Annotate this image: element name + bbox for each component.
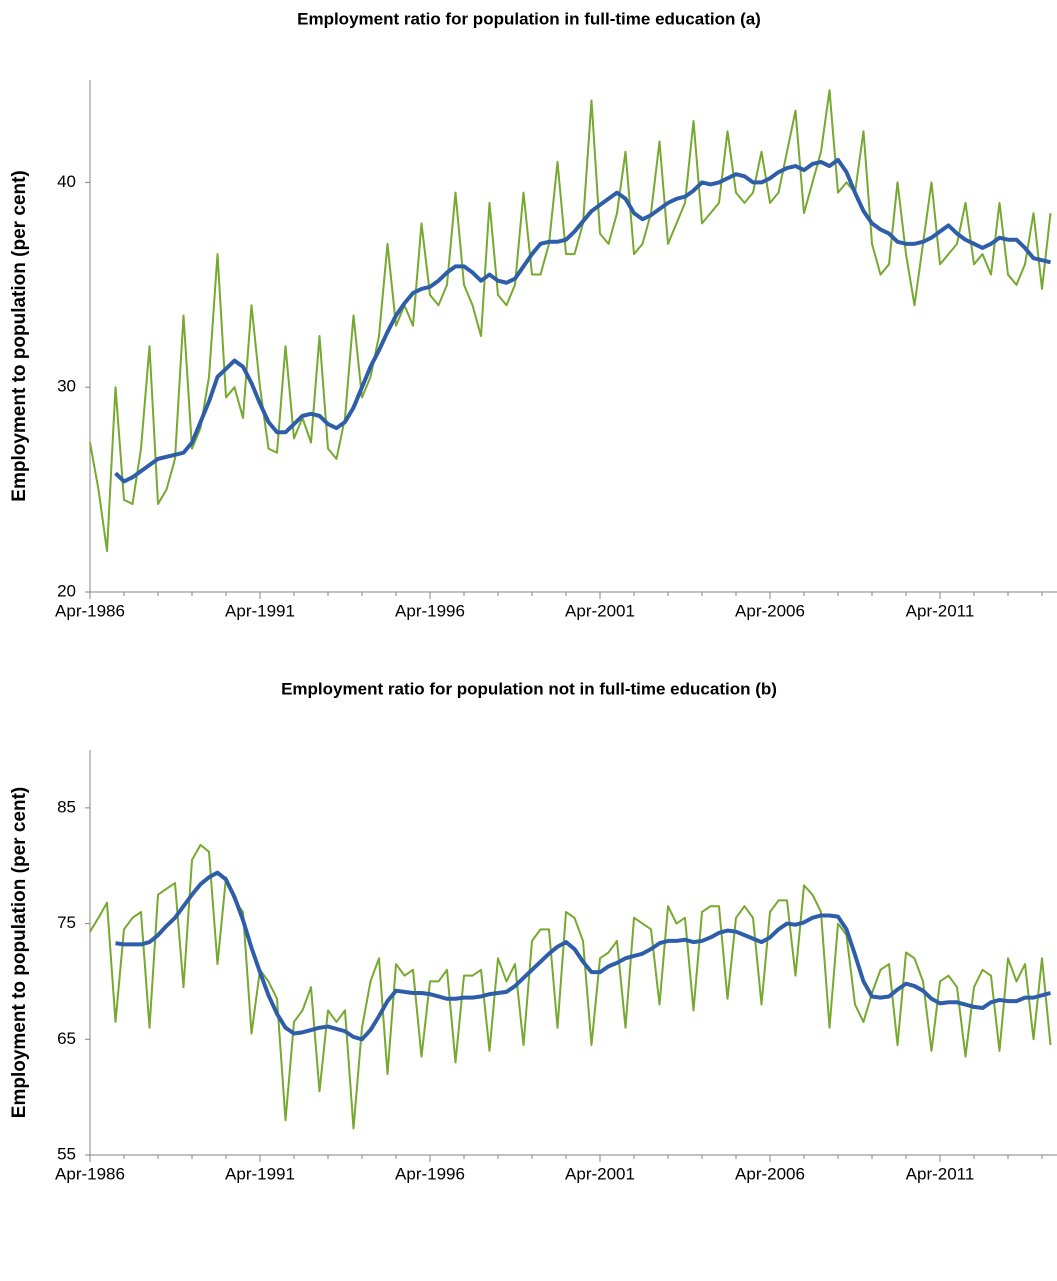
x-tick-label: Apr-2001 [565,601,635,620]
x-tick-label: Apr-2006 [735,1164,805,1183]
series-line [89,89,1052,553]
y-axis-label: Employment to population (per cent) [9,787,30,1118]
y-tick-label: 55 [57,1144,76,1163]
x-tick-label: Apr-1986 [55,1164,125,1183]
y-tick-label: 30 [57,377,76,396]
y-axis-label: Employment to population (per cent) [9,170,30,501]
x-tick-label: Apr-1986 [55,601,125,620]
y-tick-label: 40 [57,172,76,191]
y-tick-label: 20 [57,581,76,600]
series-line [114,157,1051,484]
chart-title: Employment ratio for population in full-… [297,9,761,28]
x-tick-label: Apr-2011 [906,1164,975,1183]
series-line [89,843,1052,1130]
x-tick-label: Apr-1996 [395,601,465,620]
x-tick-label: Apr-1996 [395,1164,465,1183]
chart-title: Employment ratio for population not in f… [281,679,777,698]
x-tick-label: Apr-2006 [735,601,805,620]
y-tick-label: 65 [57,1029,76,1048]
series-line [115,870,1052,1042]
x-tick-label: Apr-2001 [565,1164,635,1183]
y-tick-label: 75 [57,913,76,932]
x-tick-label: Apr-2011 [906,601,975,620]
x-tick-label: Apr-1991 [225,1164,295,1183]
x-tick-label: Apr-1991 [225,601,295,620]
y-tick-label: 85 [57,797,76,816]
